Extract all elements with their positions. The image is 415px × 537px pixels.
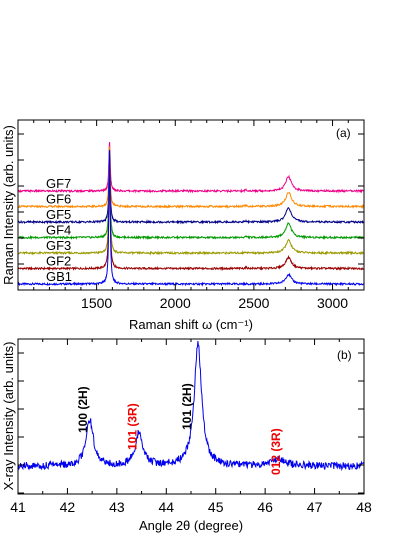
sample-label-gf5: GF5 <box>46 207 71 222</box>
x-tick-label: 3000 <box>317 295 348 311</box>
x-tick-label: 42 <box>60 499 76 515</box>
x-tick-label: 45 <box>208 499 224 515</box>
x-tick-label: 47 <box>307 499 323 515</box>
peak-label: 100 (2H) <box>76 386 90 433</box>
sample-label-gf7: GF7 <box>46 176 71 191</box>
sample-label-gf3: GF3 <box>46 238 71 253</box>
x-tick-label: 2500 <box>238 295 269 311</box>
panel-a-label: (a) <box>336 126 351 140</box>
raman-series-gf7 <box>18 141 364 194</box>
sample-label-gb1: GB1 <box>46 269 72 284</box>
x-tick-label: 43 <box>109 499 125 515</box>
peak-label: 012 (3R) <box>269 428 283 475</box>
x-tick-label: 2000 <box>160 295 191 311</box>
panel-a-y-axis-label: Raman Intensity (arb. units) <box>1 125 16 285</box>
panel-b-x-axis-label: Angle 2θ (degree) <box>139 518 243 533</box>
sample-label-gf2: GF2 <box>46 254 71 269</box>
panel-a-x-ticks: 1500 2000 2500 3000 <box>33 120 349 311</box>
x-tick-label: 48 <box>356 499 372 515</box>
x-tick-label: 44 <box>158 499 174 515</box>
x-tick-label: 1500 <box>81 295 112 311</box>
panel-b-y-axis-label: X-ray Intensity (arb. units) <box>1 342 16 491</box>
panel-a-x-axis-label: Raman shift ω (cm⁻¹) <box>129 317 253 332</box>
panel-b: 41 42 43 44 45 46 47 48 100 (2H) 101 (3R) 101 (2H… <box>1 338 372 533</box>
raman-series-group <box>17 141 364 287</box>
panel-b-x-ticks: 41 42 43 44 45 46 47 48 <box>10 339 372 515</box>
x-tick-label: 41 <box>10 499 26 515</box>
raman-series-gf6 <box>18 146 364 210</box>
sample-label-gf6: GF6 <box>46 192 71 207</box>
raman-series-gf3 <box>18 149 364 256</box>
panel-a-y-ticks <box>18 133 364 291</box>
raman-series-gb1 <box>17 149 364 287</box>
sample-label-gf4: GF4 <box>46 223 71 238</box>
panel-b-y-ticks <box>18 352 364 494</box>
raman-series-gf2 <box>17 149 364 272</box>
panel-b-peak-annotations: 100 (2H) 101 (3R) 101 (2H) 012 (3R) <box>76 383 283 475</box>
raman-series-gf5 <box>17 149 364 225</box>
panel-b-label: (b) <box>337 348 352 362</box>
x-tick-label: 46 <box>257 499 273 515</box>
xrd-series-line <box>17 340 365 472</box>
peak-label: 101 (3R) <box>126 403 140 450</box>
peak-label: 101 (2H) <box>180 383 194 430</box>
raman-series-gf4 <box>18 150 364 241</box>
